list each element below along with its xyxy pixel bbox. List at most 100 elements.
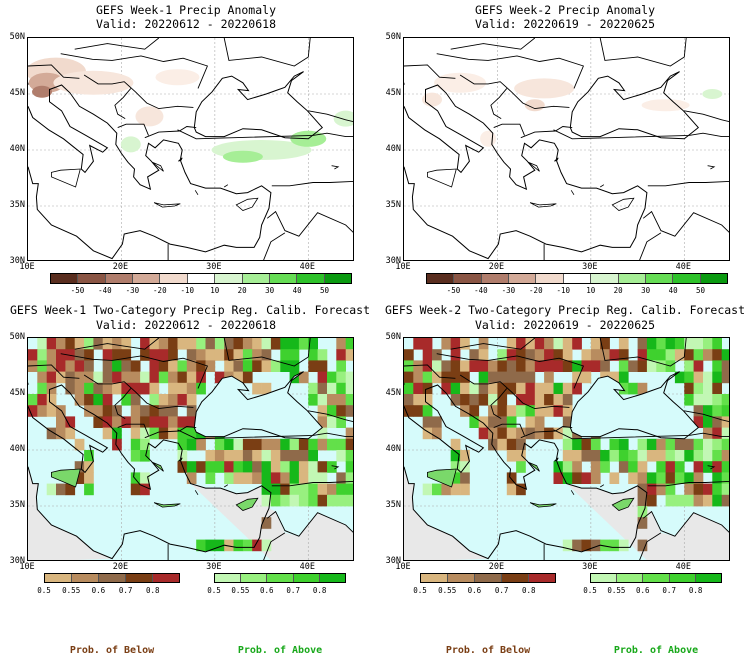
prob-grid-cell [684, 472, 694, 484]
prob-grid-cell [637, 450, 648, 462]
colorbar-label: -30 [501, 286, 516, 295]
lat-label: 30N [385, 256, 401, 266]
prob-grid-cell [289, 494, 300, 507]
prob-grid-cell [261, 494, 272, 507]
prob-grid-cell [422, 371, 433, 384]
prob-grid-cell [693, 472, 704, 484]
prob-grid-cell [289, 438, 300, 451]
prob-grid-cell [130, 438, 141, 451]
prob-grid-cell [525, 338, 536, 350]
prob-grid-cell [242, 450, 253, 462]
anomaly-shading [222, 150, 263, 163]
prob-grid-cell [261, 438, 272, 451]
prob-grid-cell [317, 405, 328, 417]
prob-grid-cell [214, 450, 225, 462]
prob-grid-cell [214, 338, 225, 350]
prob-grid-cell [572, 371, 582, 384]
prob-grid-cell [102, 349, 113, 361]
prob-grid-cell [252, 438, 262, 451]
prob-grid-cell [186, 427, 197, 440]
prob-grid-cell [289, 472, 300, 484]
prob-grid-cell [84, 450, 94, 462]
prob-grid-cell [590, 539, 601, 552]
prob-grid-cell [590, 472, 601, 484]
prob-grid-cell [618, 539, 629, 552]
prob-grid-cell [224, 450, 234, 462]
prob-grid-cell [712, 438, 722, 451]
prob-grid-cell [693, 394, 704, 406]
panel-4-title-line2: Valid: 20220619 - 20220625 [474, 318, 656, 332]
prob-grid-cell [196, 438, 206, 451]
prob-grid-cell [404, 394, 414, 406]
prob-grid-cell [308, 360, 318, 372]
prob-grid-cell [130, 416, 141, 428]
prob-grid-cell [450, 461, 461, 473]
prob-grid-cell [327, 394, 337, 406]
prob-grid-cell [553, 382, 564, 395]
lat-label: 45N [9, 388, 25, 398]
prob-grid-cell [280, 349, 290, 361]
prob-grid-cell [432, 483, 442, 496]
colorbar-label: 10 [210, 286, 220, 295]
prob-grid-cell [432, 360, 442, 372]
colorbar-label: -10 [180, 286, 195, 295]
prob-grid-cell [233, 450, 244, 462]
lat-label: 45N [385, 88, 401, 98]
prob-grid-cell [450, 382, 461, 395]
prob-grid-cell [168, 416, 178, 428]
colorbar-swatch [99, 574, 126, 582]
prob-grid-cell [450, 483, 461, 496]
prob-grid-cell [280, 338, 290, 350]
prob-grid-cell [121, 338, 132, 350]
prob-grid-cell [196, 349, 206, 361]
prob-grid-cell [703, 382, 713, 395]
prob-grid-cell [46, 371, 57, 384]
prob-grid-cell [37, 405, 47, 417]
prob-grid-cell [572, 438, 582, 451]
island-outline [554, 157, 559, 162]
prob-grid-cell [280, 461, 290, 473]
prob-grid-cell [703, 438, 713, 451]
mediterranean-coastline [404, 84, 648, 260]
prob-grid-cell [261, 450, 272, 462]
prob-grid-cell [177, 416, 188, 428]
prob-grid-cell [224, 461, 234, 473]
country-border [599, 338, 687, 367]
lat-label: 50N [9, 32, 25, 42]
anomaly-shading [155, 69, 200, 86]
colorbar-swatch [591, 574, 618, 582]
prob-grid-cell [345, 472, 353, 484]
prob-grid-cell [516, 338, 526, 350]
prob-grid-cell [242, 461, 253, 473]
prob-grid-cell [712, 461, 722, 473]
prob-grid-cell [112, 371, 122, 384]
prob-grid-cell [130, 427, 141, 440]
prob-grid-cell [56, 483, 66, 496]
prob-grid-cell [497, 405, 508, 417]
prob-grid-cell [646, 450, 657, 462]
prob-grid-cell [618, 450, 629, 462]
prob-grid-cell [65, 416, 76, 428]
prob-grid-cell [506, 438, 517, 451]
country-border [177, 429, 353, 440]
prob-grid-cell [413, 360, 423, 372]
prob-grid-cell [317, 349, 328, 361]
prob-grid-cell [56, 338, 66, 350]
prob-grid-cell [422, 360, 433, 372]
prob-grid-cell [544, 349, 554, 361]
prob-grid-cell [506, 416, 517, 428]
colorbar-swatch [427, 274, 455, 283]
prob-grid-cell [572, 461, 582, 473]
prob-grid-cell [37, 349, 47, 361]
panel-3-title-line2: Valid: 20220612 - 20220618 [95, 318, 277, 332]
prob-grid-cell [693, 416, 704, 428]
prob-grid-cell [168, 360, 178, 372]
prob-grid-cell [544, 427, 554, 440]
prob-grid-cell [168, 405, 178, 417]
prob-grid-cell [516, 450, 526, 462]
prob-grid-cell [628, 360, 638, 372]
prob-grid-cell [317, 461, 328, 473]
lat-label: 40N [9, 444, 25, 454]
colorbar-swatch [481, 274, 510, 283]
prob-grid-cell [205, 338, 216, 350]
